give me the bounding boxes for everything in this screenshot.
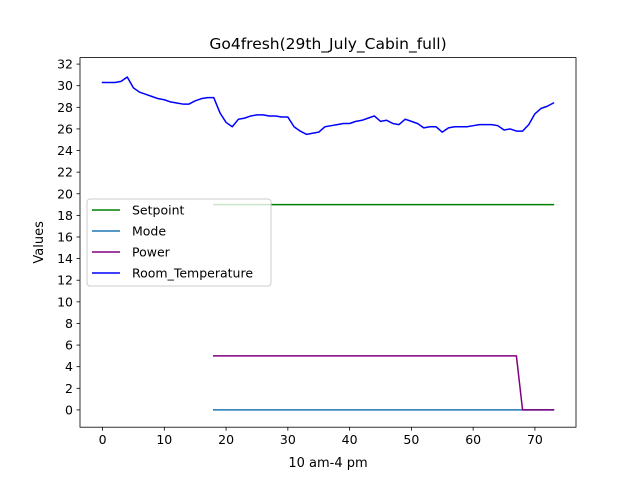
plot-frame — [79, 57, 577, 428]
y-tick-label: 0 — [65, 402, 73, 417]
x-axis: 0 10 20 30 40 50 60 70 — [99, 427, 543, 447]
y-tick-label: 8 — [65, 316, 73, 331]
legend-label: Setpoint — [132, 203, 185, 218]
y-tick-label: 24 — [57, 143, 73, 158]
y-tick-label: 16 — [57, 229, 73, 244]
x-tick-label: 60 — [465, 432, 481, 447]
y-tick-label: 32 — [57, 57, 73, 72]
x-tick-label: 50 — [403, 432, 419, 447]
y-tick-label: 2 — [65, 381, 73, 396]
chart-title: Go4fresh(29th_July_Cabin_full) — [209, 35, 446, 54]
y-tick-label: 22 — [57, 165, 73, 180]
series-line-room-temperature — [101, 76, 555, 136]
y-tick-label: 28 — [57, 100, 73, 115]
legend-box — [86, 198, 272, 287]
y-tick-label: 14 — [57, 251, 73, 266]
y-axis-label: Values — [32, 221, 47, 264]
legend-label: Mode — [132, 224, 166, 239]
x-tick-label: 10 — [156, 432, 172, 447]
y-tick-label: 20 — [57, 186, 73, 201]
y-tick-label: 10 — [57, 294, 73, 309]
y-tick-label: 26 — [57, 121, 73, 136]
y-tick-label: 18 — [57, 208, 73, 223]
series-line-power — [212, 355, 555, 411]
y-tick-label: 30 — [57, 78, 73, 93]
x-tick-label: 20 — [218, 432, 234, 447]
x-tick-label: 40 — [342, 432, 358, 447]
x-tick-label: 0 — [99, 432, 107, 447]
y-tick-label: 12 — [57, 273, 73, 288]
x-tick-label: 70 — [527, 432, 543, 447]
y-tick-label: 4 — [65, 359, 73, 374]
legend-label: Room_Temperature — [132, 266, 253, 281]
legend-label: Power — [132, 245, 171, 260]
x-axis-label: 10 am-4 pm — [288, 456, 367, 471]
x-tick-label: 30 — [280, 432, 296, 447]
y-tick-label: 6 — [65, 338, 73, 353]
legend: Setpoint Mode Power Room_Temperature — [86, 198, 272, 287]
